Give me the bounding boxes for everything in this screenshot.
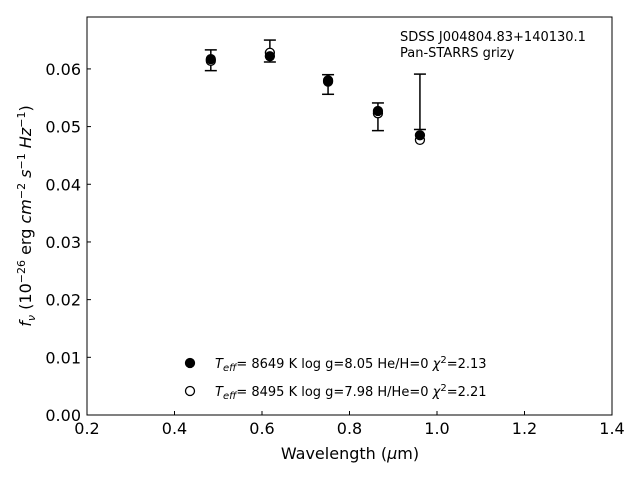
legend-marker bbox=[184, 385, 196, 397]
y-tick-label: 0.01 bbox=[45, 348, 81, 367]
x-tick-label: 1.4 bbox=[599, 419, 624, 438]
y-tick-label: 0.06 bbox=[45, 60, 81, 79]
y-tick-label: 0.00 bbox=[45, 406, 81, 425]
y-tick-label: 0.04 bbox=[45, 175, 81, 194]
legend-entry: Teff= 8495 K log g=7.98 H/He=0 χ2=2.21 bbox=[215, 383, 487, 402]
x-tick-label: 0.4 bbox=[162, 419, 187, 438]
x-tick-label: 1.2 bbox=[512, 419, 537, 438]
model-point-filled bbox=[264, 51, 276, 62]
error-bar bbox=[413, 73, 426, 131]
legend-entry: Teff= 8649 K log g=8.05 He/H=0 χ2=2.13 bbox=[215, 355, 487, 374]
y-tick-label: 0.05 bbox=[45, 118, 81, 137]
model-point-filled bbox=[372, 105, 384, 117]
annotation-line-1: SDSS J004804.83+140130.1 bbox=[400, 30, 586, 45]
model-point-filled bbox=[205, 53, 216, 65]
x-tick-label: 0.2 bbox=[74, 419, 99, 438]
y-tick-label: 0.02 bbox=[45, 291, 81, 310]
x-tick-label: 0.6 bbox=[249, 419, 274, 438]
x-tick-label: 0.8 bbox=[337, 419, 362, 438]
annotation-line-2: Pan-STARRS grizy bbox=[400, 46, 515, 61]
legend-marker bbox=[184, 357, 196, 369]
legend: Teff= 8649 K log g=8.05 He/H=0 χ2=2.13 Te… bbox=[184, 355, 487, 402]
model-point-filled bbox=[322, 75, 334, 86]
x-axis-label: Wavelength (μm) bbox=[281, 444, 419, 463]
y-tick-label: 0.03 bbox=[45, 233, 81, 252]
plot-frame bbox=[86, 16, 613, 416]
model-point-filled bbox=[414, 130, 426, 141]
x-tick-label: 1.0 bbox=[424, 419, 449, 438]
y-axis-label: fν (10−26 erg cm−2 s−1 Hz−1) bbox=[15, 105, 38, 326]
